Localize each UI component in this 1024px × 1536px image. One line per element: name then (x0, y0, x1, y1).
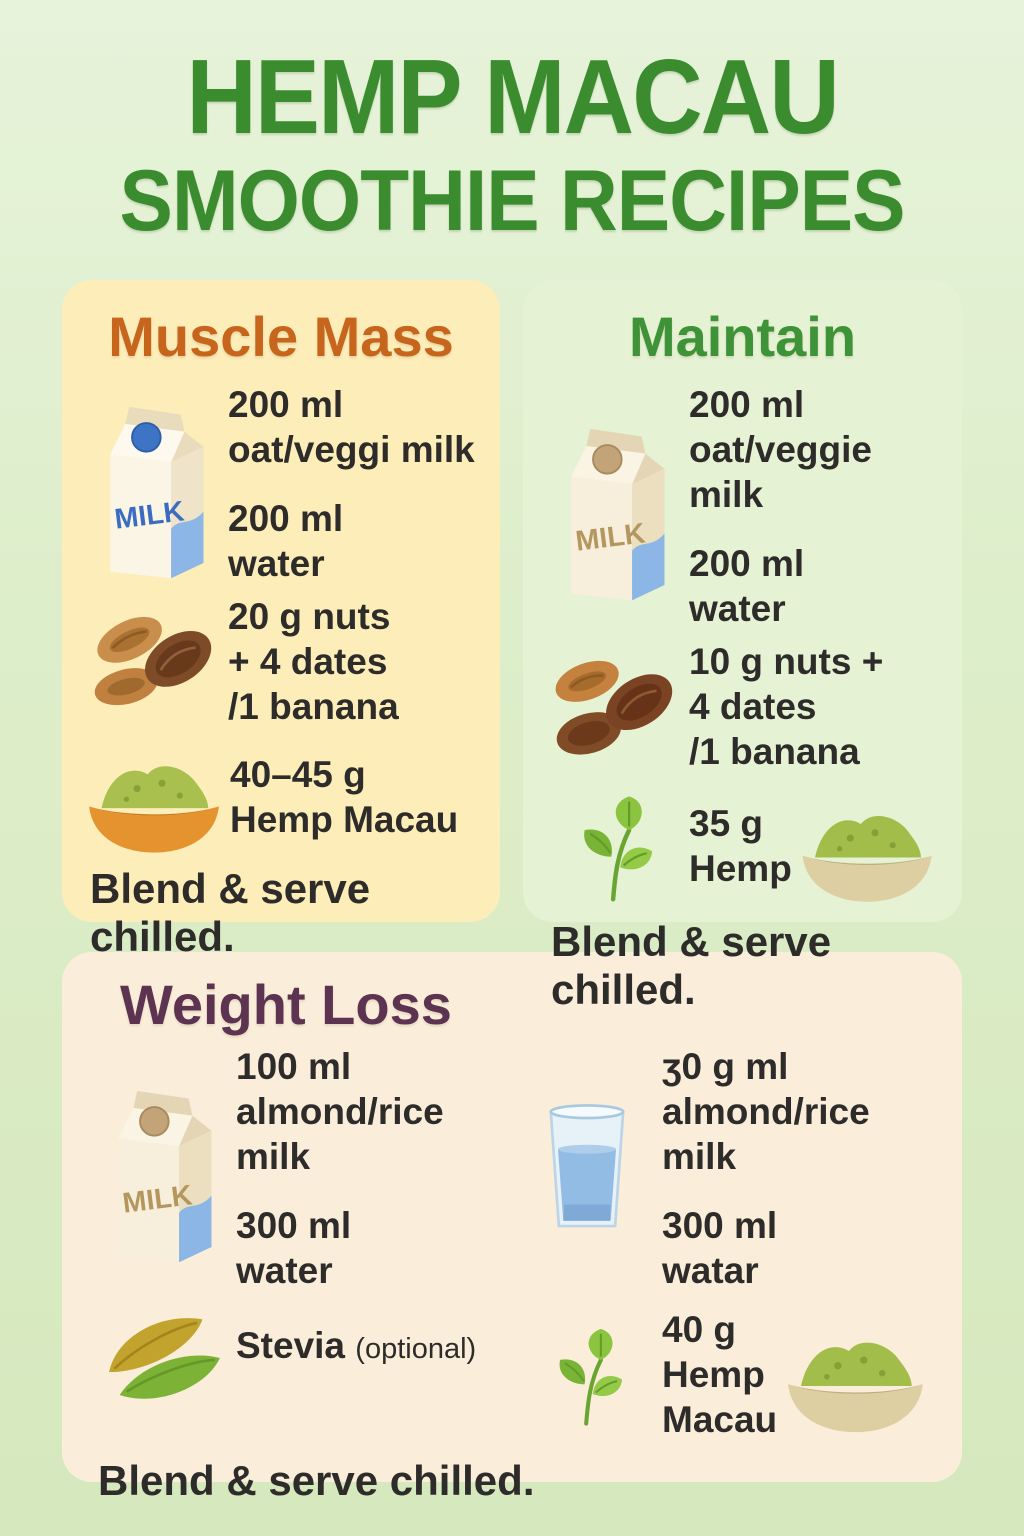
weight-loss-card: Weight Loss MILK (62, 952, 962, 1504)
muscle-milk-row: MILK 200 ml oat/veggi milk 200 ml water (78, 382, 484, 587)
icon-column (512, 1324, 662, 1426)
milk-carton-icon: MILK (571, 429, 665, 601)
text-column: 40 g Hemp Macau (662, 1307, 777, 1442)
poster-title-line1: HEMP MACAU (186, 38, 839, 156)
text-column: 100 ml almond/rice milk 300 ml water (236, 1044, 512, 1294)
nuts-dates-icon (555, 661, 673, 755)
ingredient-text: 200 ml oat/veggi milk (228, 383, 475, 470)
hemp-leaf-icon (559, 1328, 623, 1426)
top-cards-row: Muscle Mass MILK 200 ml oat/ve (0, 280, 1024, 1013)
milk-carton-icon: MILK (110, 406, 204, 579)
ingredient-text: 40–45 g Hemp Macau (230, 754, 459, 841)
nuts-dates-icon (94, 617, 212, 706)
text-column: 10 g nuts + 4 dates /1 banana (689, 639, 946, 774)
water-glass-icon (549, 1104, 625, 1228)
hemp-powder-bowl-icon (89, 766, 219, 854)
text-column: 20 g nuts + 4 dates /1 banana (228, 594, 484, 729)
blend-note: Blend & serve chilled. (98, 1456, 535, 1504)
text-column: Stevia (optional) (236, 1323, 512, 1368)
maintain-card-title: Maintain (628, 305, 857, 368)
maintain-card: Maintain MILK 200 ml oat/veggi (523, 280, 962, 1013)
muscle-hemp-row: 40–45 g Hemp Macau (78, 737, 484, 857)
icon-column: MILK (86, 1068, 236, 1268)
icon-column: MILK (78, 384, 228, 584)
carton-cap (139, 1106, 170, 1137)
milk-carton-icon: MILK (118, 1091, 212, 1263)
ingredient-text: Stevia (optional) (236, 1323, 512, 1368)
ingredient-text: 100 ml almond/rice milk (236, 1045, 444, 1177)
ingredient-text: 300 ml water (236, 1204, 352, 1292)
blend-note: Blend & serve chilled. (90, 865, 371, 961)
weight-loss-columns: MILK 100 ml almond/rice milk 300 ml wate… (86, 1044, 938, 1457)
ingredient-text: ʒ0 g ml almond/rice milk (662, 1045, 870, 1177)
icon-column (539, 791, 689, 902)
poster-title-line2: SMOOTHIE RECIPES (119, 153, 905, 249)
ingredient-text: 10 g nuts + 4 dates /1 banana (689, 641, 884, 773)
weight-loss-card-title: Weight Loss (120, 973, 452, 1036)
weight-loss-stevia-row: Stevia (optional) (86, 1307, 512, 1417)
maintain-nuts-row: 10 g nuts + 4 dates /1 banana (539, 639, 946, 774)
weight-loss-hemp-row: 40 g Hemp Macau (512, 1307, 938, 1442)
icon-column (78, 737, 230, 857)
carton-cap (131, 421, 162, 453)
icon-column (512, 1101, 662, 1235)
carton-cap (592, 444, 623, 475)
weight-loss-right-column: ʒ0 g ml almond/rice milk 300 ml watar (512, 1044, 938, 1457)
icon-column (86, 1307, 236, 1417)
maintain-milk-row: MILK 200 ml oat/veggie milk 200 ml water (539, 382, 946, 632)
ingredient-text: 35 g Hemp (689, 802, 792, 890)
ingredient-text: 20 g nuts + 4 dates /1 banana (228, 596, 399, 728)
muscle-nuts-row: 20 g nuts + 4 dates /1 banana (78, 594, 484, 729)
text-column: ʒ0 g ml almond/rice milk 300 ml watar (662, 1044, 938, 1294)
ingredient-text: 200 ml water (228, 497, 344, 584)
poster-title: HEMP MACAU SMOOTHIE RECIPES (0, 0, 1024, 244)
stevia-optional-label: (optional) (355, 1333, 477, 1366)
text-column: 35 g Hemp (689, 801, 792, 891)
blend-note: Blend & serve chilled. (551, 917, 832, 1013)
hemp-powder-bowl-icon (802, 815, 932, 902)
icon-column (539, 650, 689, 763)
hemp-powder-bowl-icon (788, 1343, 923, 1433)
hemp-leaf-icon (584, 795, 653, 902)
ingredient-text: 300 ml watar (662, 1204, 778, 1292)
muscle-mass-card-title: Muscle Mass (108, 305, 454, 368)
text-column: 200 ml oat/veggie milk 200 ml water (689, 382, 946, 632)
text-column: 40–45 g Hemp Macau (230, 752, 484, 842)
icon-column (78, 605, 228, 718)
icon-column: MILK (539, 406, 689, 606)
maintain-hemp-row: 35 g Hemp (539, 783, 946, 910)
ingredient-text: 200 ml water (689, 542, 805, 630)
weight-loss-glass-row: ʒ0 g ml almond/rice milk 300 ml watar (512, 1044, 938, 1294)
weight-loss-left-column: MILK 100 ml almond/rice milk 300 ml wate… (86, 1044, 512, 1457)
muscle-mass-card: Muscle Mass MILK 200 ml oat/ve (62, 280, 500, 960)
stevia-leaves-icon (109, 1318, 220, 1399)
text-column: 200 ml oat/veggi milk 200 ml water (228, 382, 484, 587)
stevia-label: Stevia (236, 1325, 346, 1367)
weight-loss-milk-row: MILK 100 ml almond/rice milk 300 ml wate… (86, 1044, 512, 1294)
ingredient-text: 40 g Hemp Macau (662, 1309, 778, 1441)
ingredient-text: 200 ml oat/veggie milk (689, 383, 872, 515)
